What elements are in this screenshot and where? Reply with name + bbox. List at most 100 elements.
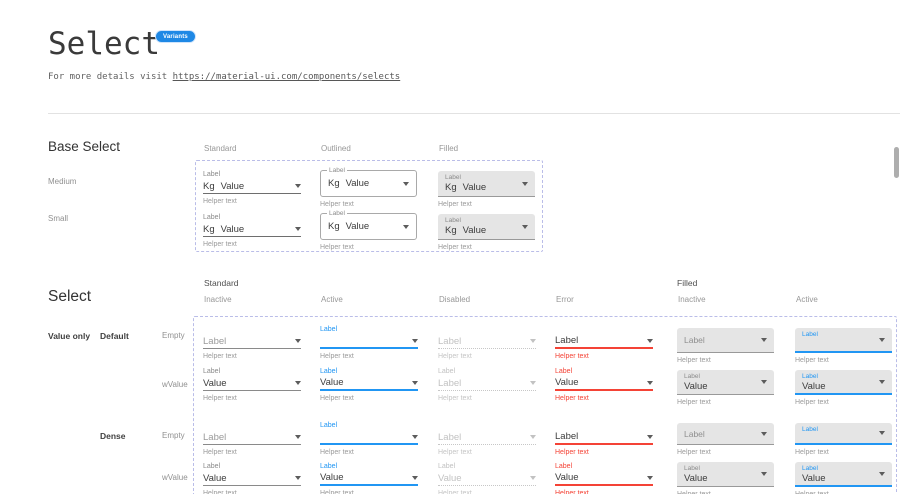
- docs-link[interactable]: https://material-ui.com/components/selec…: [172, 72, 401, 82]
- select-control[interactable]: Label: [677, 423, 774, 445]
- base-filled-medium: Label Kg Value Helper text: [438, 171, 535, 208]
- select-control[interactable]: [320, 430, 418, 445]
- row-label-medium: Medium: [48, 177, 77, 186]
- helper-text: Helper text: [555, 490, 589, 494]
- base-outlined-select-control[interactable]: Label Kg Value: [320, 210, 417, 240]
- value-adornment: Kg: [328, 178, 340, 189]
- row-label-small: Small: [48, 214, 69, 223]
- caret-down-icon: [647, 434, 653, 439]
- select-control: Value: [438, 471, 536, 486]
- select-control[interactable]: [320, 334, 418, 349]
- caret-down-icon: [412, 380, 418, 385]
- select-float-label: Label: [684, 464, 700, 472]
- helper-text: Helper text: [320, 490, 354, 494]
- helper-text: Helper text: [320, 395, 354, 402]
- helper-text: Helper text: [438, 395, 472, 402]
- select-control[interactable]: Label: [203, 334, 301, 349]
- select-control[interactable]: Label Value: [677, 462, 774, 487]
- select-control[interactable]: Value: [555, 376, 653, 391]
- base-standard-select-control[interactable]: Kg Value: [203, 179, 301, 194]
- select-float-label: Label: [684, 372, 700, 380]
- select-float-label: Label: [203, 463, 221, 470]
- select-value: Value: [684, 380, 708, 392]
- helper-text: Helper text: [320, 449, 354, 456]
- select-section-heading: Select: [48, 288, 92, 305]
- select-float-label: Label: [802, 425, 818, 433]
- select-value: Value: [320, 377, 344, 388]
- select-placeholder: Label: [684, 335, 705, 346]
- filled-inactive-empty: Label Helper text: [677, 328, 774, 364]
- select-control[interactable]: Label: [555, 430, 653, 445]
- select-float-label: Label: [555, 463, 573, 470]
- select-control: Label: [438, 334, 536, 349]
- group-header-standard: Standard: [204, 278, 239, 288]
- base-standard-small: Label Kg Value Helper text: [203, 213, 301, 248]
- select-placeholder: Label: [555, 335, 579, 346]
- caret-down-icon: [412, 338, 418, 343]
- select-control[interactable]: Value: [203, 376, 301, 391]
- helper-text: Helper text: [438, 201, 472, 208]
- caret-down-icon: [403, 224, 409, 229]
- value-text: Value: [220, 223, 245, 235]
- select-control: Label: [438, 376, 536, 391]
- select-control[interactable]: Value: [320, 471, 418, 486]
- column-header-standard: Standard: [204, 144, 237, 153]
- select-control[interactable]: Label: [677, 328, 774, 353]
- select-value: Value: [684, 472, 708, 484]
- helper-text: Helper text: [795, 357, 829, 364]
- select-control[interactable]: Label Value: [795, 370, 892, 395]
- base-filled-select-control[interactable]: Label Kg Value: [438, 214, 535, 240]
- select-float-label: Label: [320, 368, 338, 375]
- std-disabled-wvalue-dense: Label Value Helper text: [438, 462, 536, 494]
- state-header-filled-active: Active: [796, 295, 818, 304]
- caret-down-icon: [295, 435, 301, 439]
- select-control[interactable]: Label: [203, 430, 301, 445]
- state-header-active: Active: [321, 295, 343, 304]
- base-outlined-select-control[interactable]: Label Kg Value: [320, 167, 417, 197]
- select-value: Label: [438, 377, 462, 389]
- helper-text: Helper text: [203, 395, 237, 402]
- select-control[interactable]: Value: [555, 471, 653, 486]
- select-control[interactable]: Label Value: [795, 462, 892, 487]
- value-text: Value: [345, 178, 370, 189]
- std-error-wvalue: Label Value Helper text: [555, 367, 653, 402]
- select-control[interactable]: Value: [203, 471, 301, 486]
- select-placeholder: Label: [684, 428, 705, 439]
- base-outlined-small: Label Kg Value Helper text: [320, 210, 417, 251]
- std-disabled-wvalue: Label Label Helper text: [438, 367, 536, 402]
- select-control[interactable]: Label: [795, 328, 892, 353]
- select-float-label: Label: [555, 368, 573, 375]
- value-text: Value: [220, 180, 245, 192]
- helper-text: Helper text: [203, 198, 237, 205]
- header-divider: [48, 113, 900, 114]
- select-notch-label: Label: [327, 210, 347, 218]
- select-value: Value: [802, 380, 826, 392]
- base-standard-select-control[interactable]: Kg Value: [203, 222, 301, 237]
- filled-inactive-empty-dense: Label Helper text: [677, 423, 774, 456]
- select-control[interactable]: Value: [320, 376, 418, 391]
- value-text: Value: [462, 224, 487, 236]
- caret-down-icon: [295, 381, 301, 385]
- select-float-label: Label: [802, 330, 818, 338]
- select-placeholder: Label: [555, 431, 579, 442]
- select-float-label: Label: [203, 214, 221, 221]
- std-active-wvalue-dense: Label Value Helper text: [320, 462, 418, 494]
- select-control[interactable]: Label Value: [677, 370, 774, 395]
- vertical-scrollbar-thumb[interactable]: [894, 147, 899, 178]
- select-value: Kg Value: [328, 178, 369, 189]
- std-inactive-empty: Label Helper text: [203, 325, 301, 360]
- row-label-empty-default: Empty: [162, 331, 185, 340]
- select-control[interactable]: Label: [555, 334, 653, 349]
- caret-down-icon: [647, 380, 653, 385]
- base-select-heading: Base Select: [48, 139, 121, 154]
- std-error-empty: Label Helper text: [555, 325, 653, 360]
- helper-text: Helper text: [203, 449, 237, 456]
- filled-active-wvalue-dense: Label Value Helper text: [795, 462, 892, 494]
- select-value: Kg Value: [445, 225, 528, 237]
- caret-down-icon: [295, 339, 301, 343]
- state-header-filled-inactive: Inactive: [678, 295, 706, 304]
- caret-down-icon: [761, 431, 767, 436]
- base-filled-select-control[interactable]: Label Kg Value: [438, 171, 535, 197]
- filled-active-wvalue: Label Value Helper text: [795, 370, 892, 406]
- select-control[interactable]: Label: [795, 423, 892, 445]
